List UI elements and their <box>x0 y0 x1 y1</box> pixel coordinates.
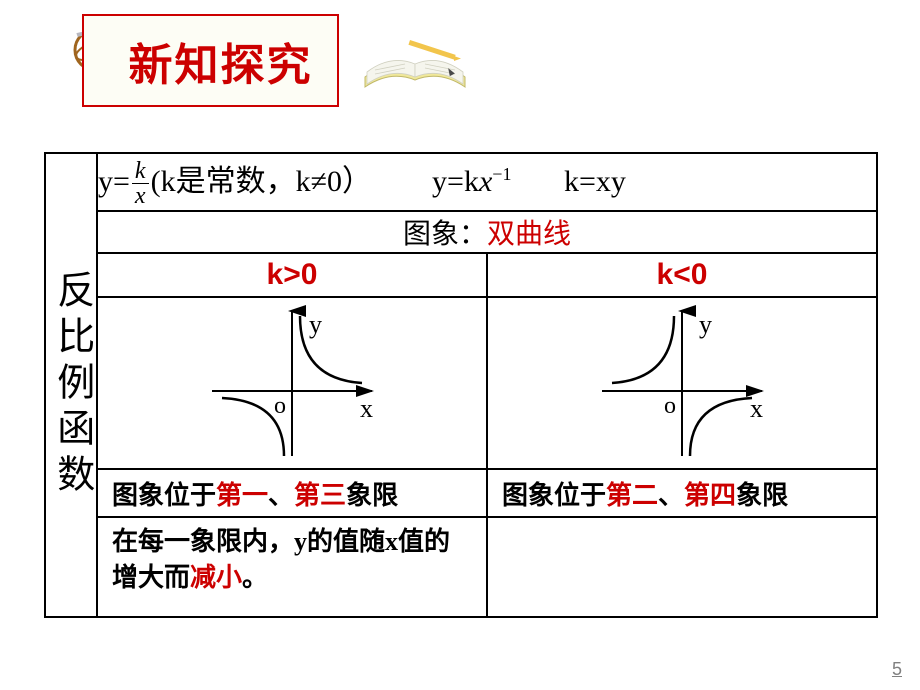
formula-alt2: k=xy <box>564 165 626 198</box>
main-table: 反比例函数 y=kx(k是常数，k≠0） y=kx−1 k=xy 图象：双曲线 … <box>44 152 878 618</box>
image-label-prefix: 图象： <box>403 219 487 250</box>
quad-neg-pre: 图象位于 <box>502 481 606 510</box>
side-label-cell: 反比例函数 <box>45 153 97 617</box>
book-icon <box>355 12 475 102</box>
behavior-pos-pre: 在每一象限内，y的值随x值的增大而 <box>112 527 450 592</box>
formula-alt1-prefix: y=k <box>432 165 479 198</box>
quad-pos-mid: 、 <box>268 481 294 510</box>
origin-label: o <box>274 393 286 419</box>
graph-neg-cell: y x o <box>487 297 877 469</box>
quad-pos-suf: 象限 <box>346 481 398 510</box>
frac-num: k <box>132 159 149 184</box>
side-label: 反比例函数 <box>46 270 95 500</box>
formula-alt1-exp: −1 <box>492 164 511 184</box>
behavior-neg <box>487 517 877 617</box>
image-label-value: 双曲线 <box>487 219 571 250</box>
page-number: 5 <box>892 659 902 680</box>
quadrant-neg: 图象位于第二、第四象限 <box>487 469 877 517</box>
image-label-cell: 图象：双曲线 <box>97 211 877 253</box>
quadrant-pos: 图象位于第一、第三象限 <box>97 469 487 517</box>
quad-pos-q2: 第三 <box>294 481 346 510</box>
axis-x-label: x <box>360 394 373 423</box>
quad-pos-q1: 第一 <box>216 481 268 510</box>
condition-neg: k<0 <box>487 253 877 297</box>
quad-neg-suf: 象限 <box>736 481 788 510</box>
quad-neg-q1: 第二 <box>606 481 658 510</box>
formula-alt1-base: x <box>479 165 492 198</box>
formula-main-suffix: (k是常数，k≠0） <box>151 165 372 198</box>
axis-y-label: y <box>309 310 322 339</box>
graph-pos: y x o <box>182 301 402 461</box>
behavior-pos: 在每一象限内，y的值随x值的增大而减小。 <box>97 517 487 617</box>
origin-label-2: o <box>664 393 676 419</box>
quad-neg-q2: 第四 <box>684 481 736 510</box>
formula-cell: y=kx(k是常数，k≠0） y=kx−1 k=xy <box>97 153 877 211</box>
header-title: 新知探究 <box>129 29 313 93</box>
condition-pos: k>0 <box>97 253 487 297</box>
behavior-pos-suf: 。 <box>242 563 268 592</box>
header-banner: 新知探究 <box>82 14 339 107</box>
graph-pos-cell: y x o <box>97 297 487 469</box>
graph-neg: y x o <box>572 301 792 461</box>
behavior-pos-trend: 减小 <box>190 563 242 592</box>
formula-main-prefix: y= <box>98 165 130 198</box>
axis-y-label-2: y <box>699 310 712 339</box>
quad-neg-mid: 、 <box>658 481 684 510</box>
frac-den: x <box>132 184 149 208</box>
fraction: kx <box>132 159 149 208</box>
quad-pos-pre: 图象位于 <box>112 481 216 510</box>
